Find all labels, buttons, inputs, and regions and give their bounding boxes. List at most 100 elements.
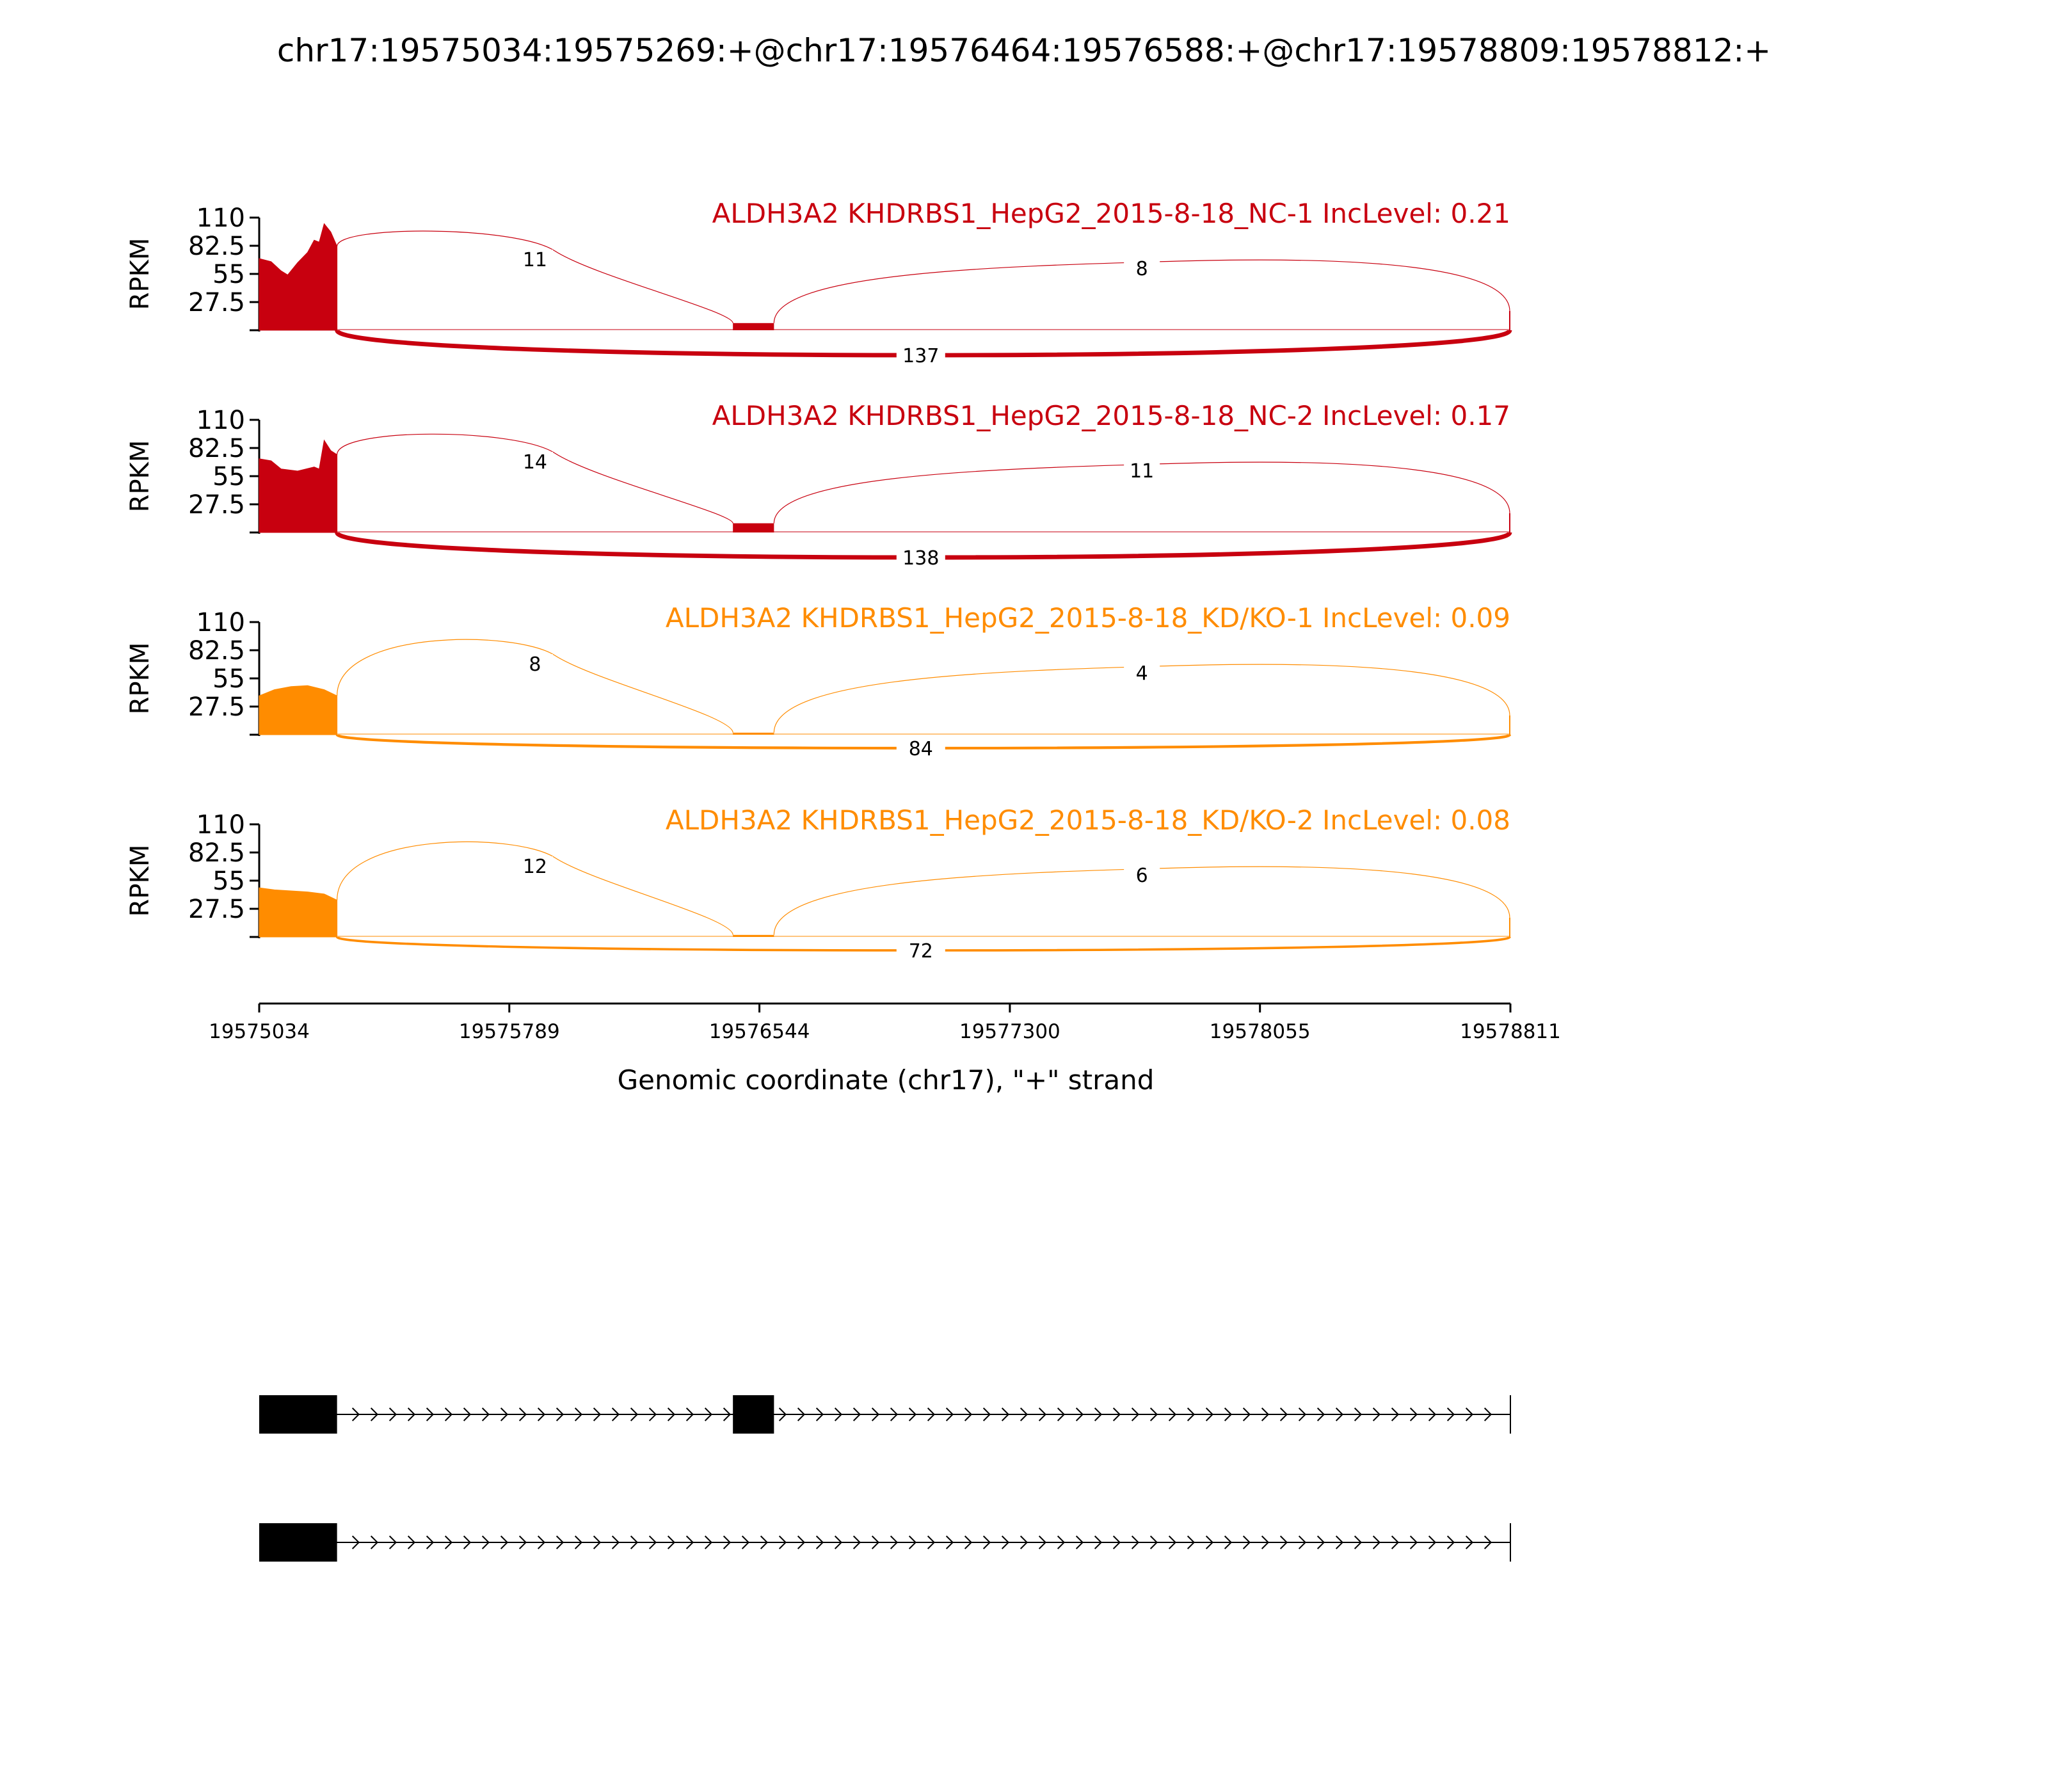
junction-label-bg: [1124, 865, 1160, 887]
strand-arrow-icon: [1316, 1535, 1325, 1549]
junction-label: 11: [523, 249, 547, 271]
strand-arrow-icon: [834, 1535, 843, 1549]
strand-arrow-icon: [1205, 1407, 1214, 1421]
junction-arc: [337, 433, 733, 524]
strand-arrow-icon: [556, 1407, 564, 1421]
strand-arrow-icon: [1446, 1535, 1455, 1549]
strand-arrow-icon: [518, 1407, 527, 1421]
strand-arrow-icon: [463, 1407, 472, 1421]
strand-arrow-icon: [351, 1535, 360, 1549]
strand-arrow-icon: [1187, 1535, 1196, 1549]
junction-label: 11: [1130, 460, 1154, 483]
strand-arrow-icon: [1168, 1407, 1177, 1421]
strand-arrow-icon: [778, 1535, 787, 1549]
junction-label-bg: [1124, 663, 1160, 685]
junction-label-bg: [516, 856, 553, 878]
strand-arrow-icon: [1057, 1535, 1066, 1549]
strand-arrow-icon: [1075, 1535, 1084, 1549]
exon-block: [259, 1395, 337, 1434]
strand-arrow-icon: [1112, 1407, 1121, 1421]
strand-arrow-icon: [444, 1407, 453, 1421]
strand-arrow-icon: [871, 1535, 880, 1549]
strand-arrow-icon: [1112, 1535, 1121, 1549]
strand-arrow-icon: [1038, 1535, 1047, 1549]
junction-label: 14: [523, 451, 547, 474]
strand-arrow-icon: [1428, 1407, 1437, 1421]
junction-label: 137: [902, 345, 939, 367]
strand-arrow-icon: [1354, 1535, 1363, 1549]
strand-arrow-icon: [1298, 1407, 1307, 1421]
junction-arc: [773, 664, 1510, 733]
junction-label: 4: [1136, 662, 1148, 685]
strand-arrow-icon: [648, 1407, 657, 1421]
strand-arrow-icon: [1409, 1407, 1418, 1421]
strand-arrow-icon: [1409, 1535, 1418, 1549]
junction-label-bg: [516, 654, 553, 676]
strand-arrow-icon: [518, 1535, 527, 1549]
strand-arrow-icon: [574, 1407, 583, 1421]
strand-arrow-icon: [611, 1535, 620, 1549]
strand-arrow-icon: [685, 1407, 694, 1421]
y-tick-label: 27.5: [188, 692, 245, 722]
strand-arrow-icon: [1465, 1407, 1474, 1421]
strand-arrow-icon: [1372, 1407, 1381, 1421]
strand-arrow-icon: [1224, 1535, 1233, 1549]
y-tick-label: 82.5: [188, 838, 245, 868]
exon2-coverage: [733, 323, 774, 330]
y-tick-label: 55: [212, 664, 245, 694]
junction-label-bg: [516, 250, 553, 271]
strand-arrow-icon: [667, 1535, 676, 1549]
y-axis-label: RPKM: [125, 643, 155, 715]
strand-arrow-icon: [1446, 1407, 1455, 1421]
strand-arrow-icon: [945, 1535, 954, 1549]
strand-arrow-icon: [667, 1407, 676, 1421]
strand-arrow-icon: [1391, 1407, 1400, 1421]
isoform-structures: [259, 1395, 1511, 1562]
strand-arrow-icon: [908, 1407, 917, 1421]
strand-arrow-icon: [964, 1535, 973, 1549]
panel-title: ALDH3A2 KHDRBS1_HepG2_2015-8-18_NC-2 Inc…: [712, 400, 1510, 431]
y-tick-label: 27.5: [188, 895, 245, 924]
x-tick-label: 19575789: [459, 1020, 560, 1043]
y-tick-label: 55: [212, 260, 245, 289]
exon2-coverage: [733, 934, 774, 937]
strand-arrow-icon: [426, 1535, 435, 1549]
exon1-coverage: [259, 223, 338, 331]
strand-arrow-icon: [1020, 1535, 1028, 1549]
strand-arrow-icon: [834, 1407, 843, 1421]
junction-label-bg: [896, 940, 945, 963]
junction-label-bg: [896, 547, 945, 570]
strand-arrow-icon: [685, 1535, 694, 1549]
strand-arrow-icon: [1057, 1407, 1066, 1421]
strand-arrow-icon: [1205, 1535, 1214, 1549]
strand-arrow-icon: [1391, 1535, 1400, 1549]
y-tick-label: 82.5: [188, 232, 245, 261]
strand-arrow-icon: [1020, 1407, 1028, 1421]
y-tick-label: 82.5: [188, 636, 245, 666]
x-tick-label: 19577300: [959, 1020, 1060, 1043]
strand-arrow-icon: [1428, 1535, 1437, 1549]
y-tick-label: 110: [196, 810, 245, 840]
strand-arrow-icon: [1242, 1535, 1251, 1549]
y-tick-label: 82.5: [188, 434, 245, 463]
strand-arrow-icon: [1242, 1407, 1251, 1421]
x-axis-label: Genomic coordinate (chr17), "+" strand: [618, 1064, 1155, 1096]
strand-arrow-icon: [500, 1407, 509, 1421]
x-axis: 19575034 19575789 19576544 19577300 19578055…: [209, 1002, 1561, 1043]
strand-arrow-icon: [1094, 1535, 1103, 1549]
strand-arrow-icon: [481, 1535, 490, 1549]
strand-arrow-icon: [890, 1535, 899, 1549]
strand-arrow-icon: [852, 1535, 861, 1549]
strand-arrow-icon: [630, 1535, 639, 1549]
strand-arrow-icon: [1279, 1535, 1288, 1549]
y-axis-label: RPKM: [125, 440, 155, 513]
exon-block: [733, 1395, 774, 1434]
x-tick-label: 19575034: [209, 1020, 310, 1043]
strand-arrow-icon: [370, 1407, 379, 1421]
strand-arrow-icon: [927, 1535, 936, 1549]
panel-title: ALDH3A2 KHDRBS1_HepG2_2015-8-18_KD/KO-2 …: [666, 804, 1510, 836]
junction-arc: [337, 230, 733, 324]
isoform-2: [259, 1523, 1511, 1562]
